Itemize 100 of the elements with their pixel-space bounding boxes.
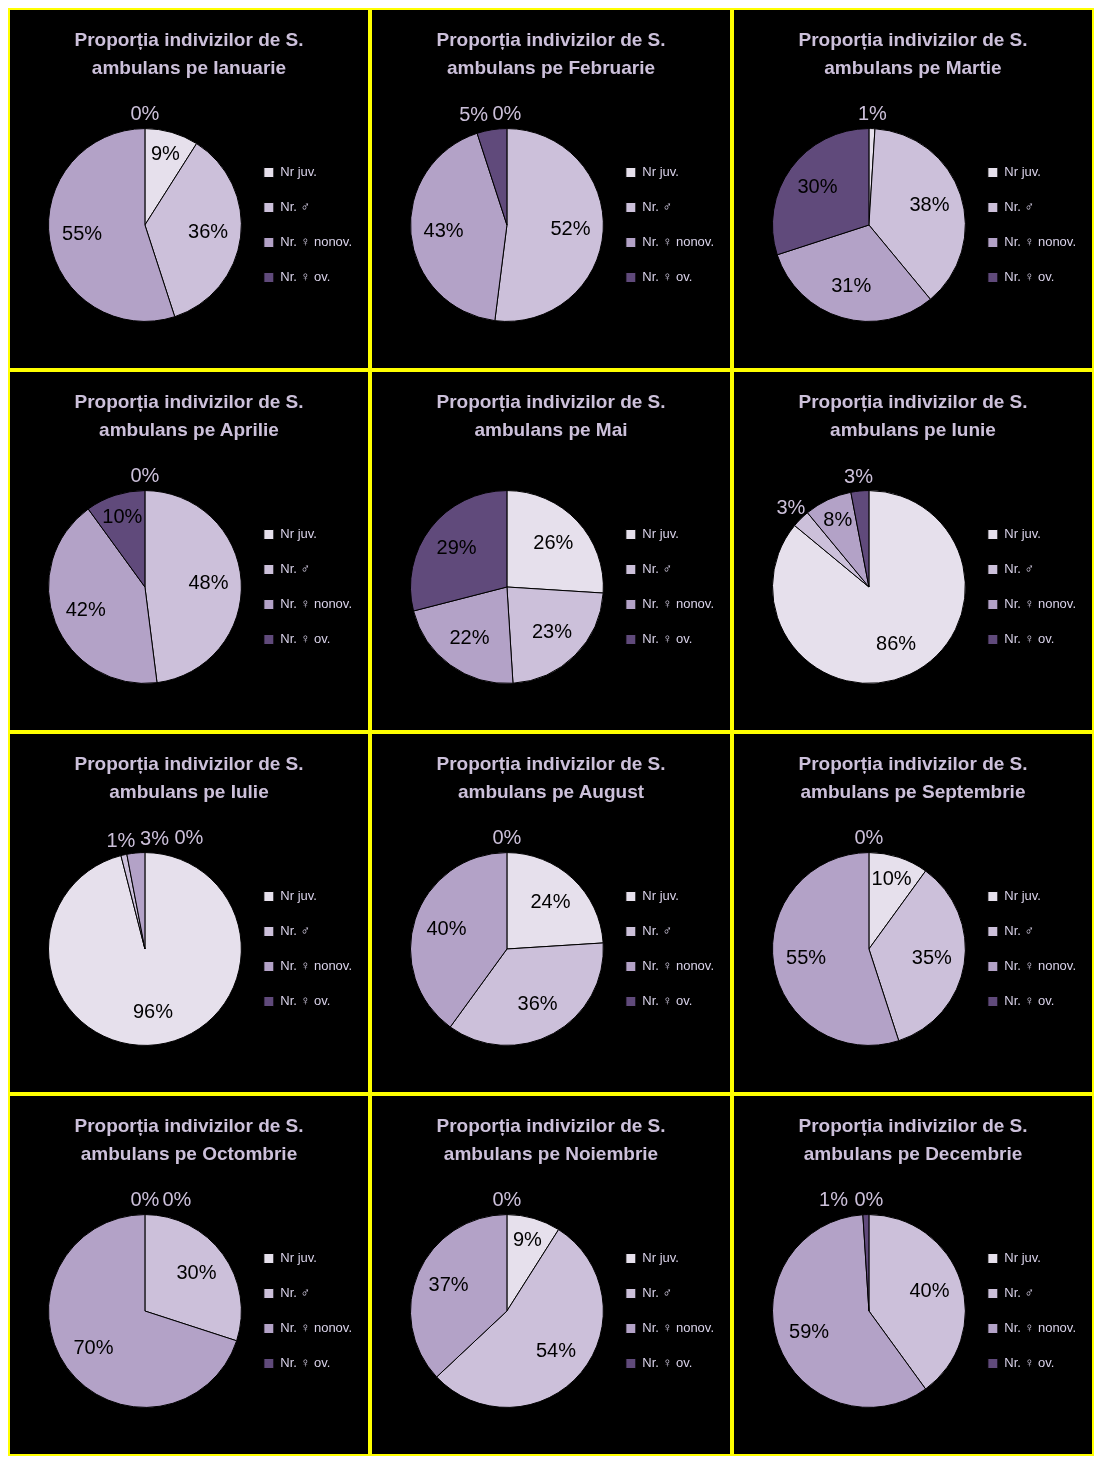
legend-label: Nr juv. — [1004, 888, 1041, 904]
legend-label: Nr juv. — [642, 888, 679, 904]
text: 0% — [130, 1188, 160, 1211]
legend-label: Nr. ♀ ov. — [280, 1355, 331, 1371]
legend-label: Nr. ♀ nonov. — [1004, 596, 1076, 612]
data-label: 55% — [786, 946, 827, 969]
legend-label: Nr juv. — [642, 526, 679, 542]
chart-title: Proporția indivizilor de S. ambulans pe Iulie — [73, 752, 305, 804]
legend-label: Nr juv. — [1004, 1250, 1041, 1266]
data-label: 10% — [102, 504, 143, 527]
legend-label: Nr. ♂ — [642, 923, 673, 939]
text: 0% — [174, 826, 204, 849]
legend-label: Nr. ♂ — [642, 1285, 673, 1301]
legend-label: Nr juv. — [280, 164, 317, 180]
data-label: 31% — [831, 273, 872, 296]
data-label: 38% — [909, 192, 950, 215]
text: 0% — [130, 102, 160, 125]
legend-label: Nr. ♀ ov. — [642, 269, 693, 285]
legend-label: Nr. ♂ — [1004, 561, 1035, 577]
legend-label: Nr. ♂ — [1004, 923, 1035, 939]
data-label: 54% — [535, 1339, 577, 1362]
chart-title: Proporția indivizilor de S. ambulans pe Aprilie — [73, 390, 305, 442]
legend-label: Nr. ♀ ov. — [642, 993, 693, 1009]
legend-label: Nr juv. — [280, 526, 317, 542]
legend-label: Nr. ♀ ov. — [1004, 631, 1055, 647]
data-label: 55% — [62, 222, 103, 245]
chart-title: Proporția indivizilor de S. ambulans pe Septembrie — [797, 752, 1029, 804]
chart-title: Proporția indivizilor de S. ambulans pe Februarie — [435, 28, 667, 80]
text: 0% — [162, 1188, 192, 1211]
legend-label: Nr. ♀ nonov. — [280, 596, 352, 612]
data-label: 24% — [530, 890, 571, 913]
legend-label: Nr. ♂ — [642, 561, 673, 577]
legend-label: Nr. ♀ nonov. — [280, 958, 352, 974]
data-label: 3% — [844, 464, 874, 487]
data-label: 96% — [132, 999, 174, 1022]
data-label: 36% — [188, 220, 229, 243]
data-label: 26% — [533, 530, 574, 553]
text: 0% — [854, 826, 884, 849]
legend-label: Nr. ♂ — [280, 1285, 311, 1301]
data-label: 43% — [423, 218, 464, 241]
legend-label: Nr juv. — [1004, 526, 1041, 542]
data-label: 1% — [857, 102, 888, 125]
text: 0% — [130, 464, 160, 487]
legend-label: Nr. ♀ nonov. — [1004, 234, 1076, 250]
legend-label: Nr. ♀ nonov. — [1004, 958, 1076, 974]
legend-label: Nr. ♀ nonov. — [280, 234, 352, 250]
legend-label: Nr. ♂ — [1004, 199, 1035, 215]
text: 0% — [492, 1188, 522, 1211]
legend-label: Nr juv. — [642, 1250, 679, 1266]
data-label: 59% — [789, 1320, 830, 1343]
legend-label: Nr. ♀ ov. — [642, 1355, 693, 1371]
data-label: 35% — [911, 946, 953, 969]
data-label: 1% — [106, 828, 136, 851]
data-label: 36% — [517, 992, 558, 1015]
chart-title: Proporția indivizilor de S. ambulans pe Iunie — [797, 390, 1029, 442]
chart-title: Proporția indivizilor de S. ambulans pe August — [435, 752, 667, 804]
data-label: 22% — [449, 626, 490, 648]
data-label: 1% — [819, 1188, 849, 1211]
data-label: 42% — [65, 597, 106, 620]
data-label: 86% — [876, 632, 917, 655]
legend-label: Nr juv. — [280, 1250, 317, 1266]
chart-title: Proporția indivizilor de S. ambulans pe Ianuarie — [73, 28, 305, 80]
data-label: 9% — [512, 1228, 543, 1251]
legend-label: Nr. ♀ nonov. — [642, 596, 714, 612]
legend-label: Nr juv. — [1004, 164, 1041, 180]
legend-label: Nr. ♀ nonov. — [280, 1320, 352, 1336]
data-label: 8% — [823, 508, 853, 531]
data-label: 40% — [426, 916, 467, 939]
legend-label: Nr. ♀ ov. — [280, 269, 331, 285]
data-label: 3% — [140, 826, 170, 849]
data-label: 48% — [188, 570, 229, 593]
text: 0% — [492, 826, 522, 849]
data-label: 23% — [531, 619, 573, 642]
chart-title: Proporția indivizilor de S. ambulans pe Mai — [435, 390, 667, 442]
data-label: 10% — [871, 866, 912, 889]
data-label: 52% — [550, 216, 591, 239]
legend-label: Nr. ♀ ov. — [1004, 993, 1055, 1009]
data-label: 9% — [150, 142, 181, 165]
chart-title: Proporția indivizilor de S. ambulans pe Martie — [797, 28, 1029, 80]
data-label: 70% — [73, 1335, 114, 1358]
legend-label: Nr. ♀ ov. — [1004, 269, 1055, 285]
legend-label: Nr. ♀ ov. — [642, 631, 693, 647]
legend-label: Nr juv. — [280, 888, 317, 904]
legend-label: Nr. ♂ — [1004, 1285, 1035, 1301]
legend-label: Nr. ♀ ov. — [280, 993, 331, 1009]
legend-label: Nr. ♀ nonov. — [642, 234, 714, 250]
legend-label: Nr. ♀ ov. — [1004, 1355, 1055, 1371]
data-label: 5% — [459, 103, 489, 126]
legend-label: Nr. ♂ — [642, 199, 673, 215]
data-label: 37% — [428, 1273, 469, 1296]
chart-title: Proporția indivizilor de S. ambulans pe Decembrie — [797, 1114, 1029, 1166]
legend-label: Nr. ♀ nonov. — [642, 1320, 714, 1336]
legend-label: Nr. ♂ — [280, 199, 311, 215]
legend-label: Nr. ♀ nonov. — [1004, 1320, 1076, 1336]
legend-label: Nr. ♂ — [280, 561, 311, 577]
data-label: 29% — [436, 535, 477, 558]
data-label: 3% — [776, 496, 806, 519]
text: 0% — [854, 1188, 884, 1211]
data-label: 40% — [909, 1278, 950, 1301]
data-label: 30% — [797, 175, 838, 198]
